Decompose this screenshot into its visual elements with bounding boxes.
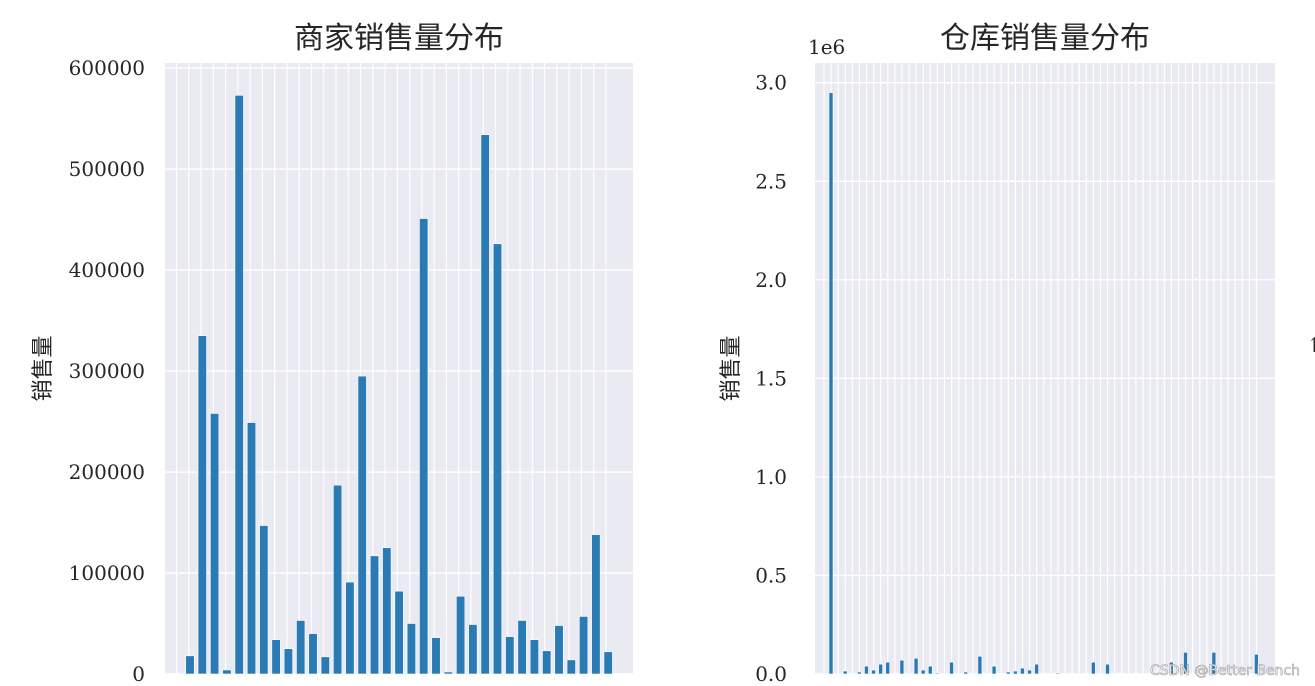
bar <box>480 134 490 675</box>
bar <box>579 616 589 675</box>
bar <box>857 671 862 675</box>
bar <box>1013 670 1018 675</box>
bar <box>308 633 318 675</box>
bar <box>456 595 466 675</box>
bar <box>210 413 220 675</box>
y-tick-label: 1.0 <box>755 465 787 489</box>
y-tick-label: 500000 <box>69 157 145 181</box>
y-tick-label: 2.5 <box>755 169 787 193</box>
chart-title: 仓库销售量分布 <box>940 21 1150 56</box>
bar <box>1091 661 1096 675</box>
bar <box>878 663 883 675</box>
watermark: CSDN @Better Bench <box>1150 663 1300 679</box>
bar <box>913 657 919 675</box>
bar <box>899 659 905 675</box>
bar <box>554 625 564 675</box>
y-tick-labels: 0 100000 200000 300000 400000 500000 600000 <box>69 56 145 686</box>
bar <box>927 665 933 675</box>
bar <box>468 624 478 675</box>
y-tick-label: 100000 <box>69 561 145 585</box>
bar <box>1027 669 1032 675</box>
y-tick-label: 400000 <box>69 258 145 282</box>
bars <box>828 92 1259 675</box>
bar <box>920 669 926 675</box>
y-axis-label: 销售量 <box>31 335 56 401</box>
bar <box>885 661 891 675</box>
bar <box>431 637 441 675</box>
y-tick-label: 300000 <box>69 359 145 383</box>
bar <box>443 671 453 675</box>
bar <box>603 651 613 675</box>
y-tick-label: 2.0 <box>755 268 787 292</box>
y-tick-label: 0.5 <box>755 563 787 587</box>
y-tick-label: 600000 <box>69 56 145 80</box>
bar <box>246 422 257 675</box>
bar <box>283 648 293 675</box>
bar <box>591 534 601 675</box>
bar <box>864 665 869 675</box>
bar <box>505 636 515 675</box>
bar <box>871 669 876 675</box>
bar <box>1169 661 1174 675</box>
bar <box>406 623 416 675</box>
bar <box>320 656 330 675</box>
bar <box>492 243 503 675</box>
y-tick-labels: 0.0 0.5 1.0 1.5 2.0 2.5 3.0 <box>755 71 787 686</box>
clipped-third-chart-edge: ↑ <box>1306 333 1315 357</box>
bar <box>828 92 834 675</box>
bar <box>842 670 848 675</box>
bar <box>1254 653 1259 675</box>
bar <box>234 95 244 675</box>
bar <box>566 659 576 675</box>
bar <box>949 661 954 675</box>
chart-title: 商家销售量分布 <box>294 21 504 56</box>
bar <box>991 665 997 675</box>
bar <box>1183 652 1188 675</box>
chart-merchant-sales: 0 100000 200000 300000 400000 500000 600000 商家… <box>31 21 633 686</box>
y-tick-label: 1.5 <box>755 366 787 390</box>
y-tick-label: 0 <box>132 662 145 686</box>
y-tick-label: 200000 <box>69 460 145 484</box>
bar <box>345 581 355 675</box>
bars <box>185 95 613 675</box>
bar <box>1211 652 1217 675</box>
bar <box>542 650 552 675</box>
y-axis-offset-text: 1e6 <box>808 35 845 59</box>
bar <box>419 218 429 675</box>
bar <box>222 669 232 675</box>
bar <box>1034 663 1039 675</box>
bar <box>271 639 281 675</box>
chart-warehouse-sales: 0.0 0.5 1.0 1.5 2.0 2.5 3.0 仓库销售量分布 1e6 销售量 <box>719 21 1275 686</box>
bar <box>517 620 527 675</box>
bar <box>197 335 207 675</box>
bar <box>185 655 195 675</box>
bar <box>1020 667 1025 675</box>
y-axis-label: 销售量 <box>719 335 744 401</box>
bar <box>1105 663 1110 675</box>
bar <box>935 672 940 675</box>
bar <box>357 375 367 675</box>
bar <box>394 590 404 675</box>
bar <box>333 484 343 675</box>
bar <box>369 555 380 675</box>
bar <box>1005 671 1011 675</box>
bar <box>296 620 306 675</box>
bar <box>382 547 392 675</box>
y-tick-label: 0.0 <box>755 662 787 686</box>
bar <box>963 671 969 675</box>
bar <box>259 525 269 675</box>
plot-area-background <box>815 63 1275 674</box>
bar <box>529 639 539 675</box>
bar <box>1055 672 1061 675</box>
bar <box>977 655 983 675</box>
y-tick-label: 3.0 <box>755 71 787 95</box>
grid-lines <box>815 63 1275 675</box>
